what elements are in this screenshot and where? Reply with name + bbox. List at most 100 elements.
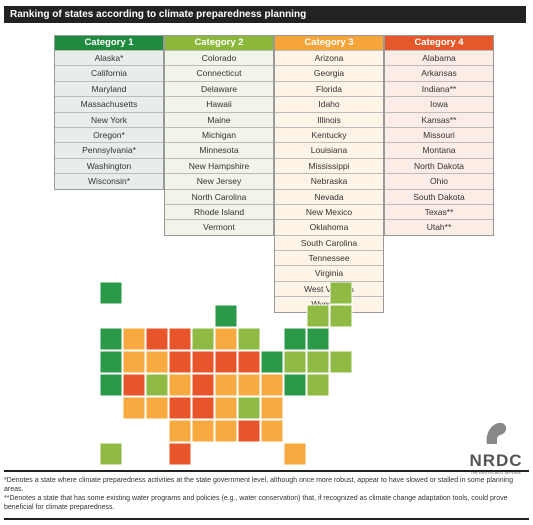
state-cell: Maryland	[55, 80, 163, 97]
state-cell: West Virginia	[275, 280, 383, 297]
state-tile	[191, 373, 215, 397]
state-tile	[237, 419, 261, 443]
state-cell: Mississippi	[275, 157, 383, 174]
state-cell: Minnesota	[165, 142, 273, 158]
state-cell: North Carolina	[165, 188, 273, 204]
state-cell: New Mexico	[275, 203, 383, 220]
state-cell: Iowa	[385, 96, 493, 112]
state-tile	[122, 327, 146, 351]
logo-tagline: THE EARTH'S BEST DEFENSE	[470, 471, 522, 475]
state-cell: Illinois	[275, 111, 383, 127]
state-tile	[191, 419, 215, 443]
state-tile	[122, 350, 146, 374]
state-tile	[122, 373, 146, 397]
category-table: Category 2 Colorado Connecticut Delaware Haw…	[164, 35, 274, 236]
state-cell: Pennsylvania*	[55, 142, 163, 158]
state-tile	[283, 373, 307, 397]
state-tile	[168, 350, 192, 374]
state-cell: Tennessee	[275, 250, 383, 266]
state-tile	[260, 396, 284, 420]
state-tile	[99, 282, 123, 305]
state-cell: Kentucky	[275, 126, 383, 143]
state-tile	[329, 282, 353, 305]
state-tile	[306, 304, 330, 328]
state-tile	[99, 373, 123, 397]
state-tile	[191, 396, 215, 420]
state-tile	[168, 373, 192, 397]
state-tile	[145, 373, 169, 397]
state-cell: North Dakota	[385, 157, 493, 174]
category-header: Category 1	[55, 36, 163, 50]
state-tile	[214, 373, 238, 397]
state-cell: South Dakota	[385, 188, 493, 204]
state-cell: California	[55, 65, 163, 81]
state-cell: New Hampshire	[165, 157, 273, 174]
state-cell: Nevada	[275, 188, 383, 204]
state-tile	[214, 396, 238, 420]
state-tile	[168, 327, 192, 351]
category-table: Category 3 Arizona Georgia Florida Idaho Illi…	[274, 35, 384, 313]
state-cell: Maine	[165, 111, 273, 127]
state-tile	[145, 350, 169, 374]
state-tile	[306, 350, 330, 374]
bottom-rule	[4, 518, 529, 520]
state-tile	[283, 327, 307, 351]
state-map	[99, 282, 353, 466]
category-table: Category 4 Alabama Arkansas Indiana** Iowa Ka…	[384, 35, 494, 236]
state-cell: Oregon*	[55, 126, 163, 143]
state-tile	[260, 419, 284, 443]
state-cell: Virginia	[275, 265, 383, 281]
state-cell: Kansas**	[385, 111, 493, 127]
state-tile	[145, 327, 169, 351]
state-tile	[283, 350, 307, 374]
state-cell: Vermont	[165, 219, 273, 235]
state-tile	[214, 350, 238, 374]
state-cell: Delaware	[165, 80, 273, 97]
state-tile	[237, 327, 261, 351]
state-cell: Arkansas	[385, 65, 493, 81]
state-cell: Arizona	[275, 50, 383, 66]
state-cell: Utah**	[385, 219, 493, 235]
category-header: Category 2	[165, 36, 273, 50]
state-cell: New York	[55, 111, 163, 127]
state-cell: Idaho	[275, 96, 383, 112]
state-tile	[145, 396, 169, 420]
state-cell: Oklahoma	[275, 219, 383, 235]
category-header: Category 3	[275, 36, 383, 50]
state-cell: Georgia	[275, 65, 383, 81]
footnotes: *Denotes a state where climate preparedn…	[4, 470, 529, 512]
logo-icon	[486, 422, 507, 444]
state-cell: Connecticut	[165, 65, 273, 81]
state-cell: Colorado	[165, 50, 273, 66]
state-tile	[168, 396, 192, 420]
state-cell: Missouri	[385, 126, 493, 143]
state-tile	[260, 373, 284, 397]
logo-name: NRDC	[469, 451, 523, 470]
category-header: Category 4	[385, 36, 493, 50]
state-cell: Washington	[55, 157, 163, 174]
footnote: *Denotes a state where climate preparedn…	[4, 477, 513, 493]
state-cell: Rhode Island	[165, 203, 273, 220]
state-tile	[283, 442, 307, 466]
state-cell: Texas**	[385, 203, 493, 220]
footnote: **Denotes a state that has some existing…	[4, 495, 508, 511]
state-tile	[237, 373, 261, 397]
state-cell: Massachusetts	[55, 96, 163, 112]
state-tile	[191, 327, 215, 351]
state-tile	[99, 327, 123, 351]
state-cell: Indiana**	[385, 80, 493, 97]
state-cell: Louisiana	[275, 142, 383, 158]
state-tile	[306, 327, 330, 351]
state-tile	[214, 327, 238, 351]
state-tile	[237, 396, 261, 420]
state-tile	[99, 442, 123, 466]
state-tile	[122, 396, 146, 420]
logo: NRDC THE EARTH'S BEST DEFENSE	[466, 420, 526, 475]
state-tile	[237, 350, 261, 374]
state-cell: Wyoming	[275, 296, 383, 312]
state-cell: Florida	[275, 80, 383, 97]
state-cell: Michigan	[165, 126, 273, 143]
state-tile	[329, 350, 353, 374]
state-cell: Alabama	[385, 50, 493, 66]
state-tile	[191, 350, 215, 374]
